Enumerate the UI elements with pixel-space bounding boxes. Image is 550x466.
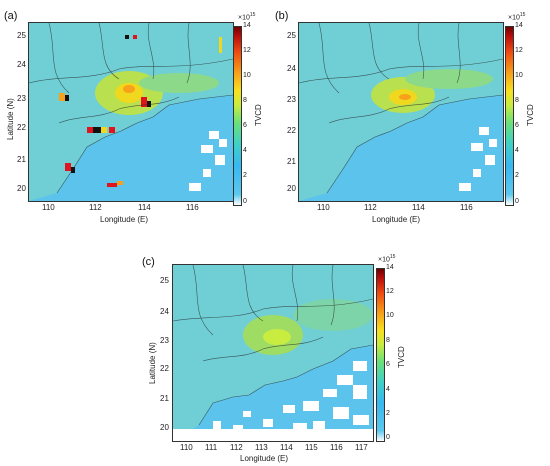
panel-c-colorbar-label: TVCD <box>397 346 406 368</box>
panel-c-ytick-23: 23 <box>160 336 169 345</box>
panel-b-cb-tick-6: 6 <box>515 122 519 129</box>
panel-b-ytick-21: 21 <box>287 157 296 166</box>
panel-b-xtick-114: 114 <box>412 203 425 212</box>
panel-a-cb-tick-8: 8 <box>243 97 247 104</box>
panel-a-ytick-21: 21 <box>17 155 26 164</box>
panel-b-ytick-24: 24 <box>287 64 296 73</box>
panel-a-colorbar <box>233 26 242 206</box>
panel-c-ytick-25: 25 <box>160 276 169 285</box>
panel-a-map <box>28 22 234 202</box>
panel-a-cb-tick-6: 6 <box>243 122 247 129</box>
panel-a-cb-tick-12: 12 <box>243 47 251 54</box>
panel-b-colorbar <box>505 26 514 206</box>
panel-a-ytick-24: 24 <box>17 60 26 69</box>
panel-b-map-svg <box>299 23 503 201</box>
panel-b-ytick-22: 22 <box>287 126 296 135</box>
panel-b-ytick-25: 25 <box>287 31 296 40</box>
panel-c-cb-tick-6: 6 <box>386 361 390 368</box>
panel-a-xtick-116: 116 <box>186 203 199 212</box>
panel-b-cb-tick-12: 12 <box>515 47 523 54</box>
panel-c-xtick-111: 111 <box>205 443 218 452</box>
panel-a-cb-tick-10: 10 <box>243 72 251 79</box>
panel-c-ytick-22: 22 <box>160 364 169 373</box>
panel-c-cb-tick-10: 10 <box>386 312 394 319</box>
panel-a-colorbar-exponent: ×1015 <box>238 12 256 22</box>
panel-a-cb-tick-4: 4 <box>243 147 247 154</box>
panel-c-xtick-110: 110 <box>180 443 193 452</box>
panel-b-colorbar-exponent: ×1015 <box>508 12 526 22</box>
panel-a-xlabel: Longitude (E) <box>100 215 149 224</box>
panel-b-label: (b) <box>275 10 289 22</box>
panel-a-cb-tick-2: 2 <box>243 172 247 179</box>
panel-a-label: (a) <box>4 10 18 22</box>
panel-c-colorbar <box>376 268 385 442</box>
panel-c-ylabel: Latitude (N) <box>148 342 157 384</box>
panel-c-cb-tick-8: 8 <box>386 337 390 344</box>
panel-c-label: (c) <box>142 256 155 268</box>
panel-b-xtick-112: 112 <box>364 203 377 212</box>
panel-a-ytick-22: 22 <box>17 123 26 132</box>
panel-b-map <box>298 22 504 202</box>
panel-a-ytick-25: 25 <box>17 31 26 40</box>
panel-b-cb-tick-0: 0 <box>515 198 519 205</box>
panel-b-cb-tick-10: 10 <box>515 72 523 79</box>
panel-b-ytick-23: 23 <box>287 95 296 104</box>
panel-a-cb-tick-14: 14 <box>243 22 251 29</box>
panel-c-xtick-113: 113 <box>255 443 268 452</box>
panel-c-cb-tick-12: 12 <box>386 288 394 295</box>
panel-a-ylabel: Latitude (N) <box>6 98 15 140</box>
panel-b-cb-tick-8: 8 <box>515 97 519 104</box>
panel-c-ytick-21: 21 <box>160 394 169 403</box>
panel-c-cb-tick-0: 0 <box>386 434 390 441</box>
panel-b-xtick-116: 116 <box>460 203 473 212</box>
panel-c-ytick-24: 24 <box>160 307 169 316</box>
panel-c-map-svg <box>173 265 373 441</box>
panel-c-colorbar-exponent: ×1015 <box>378 254 396 264</box>
panel-b-cb-tick-4: 4 <box>515 147 519 154</box>
panel-a-xtick-114: 114 <box>138 203 151 212</box>
panel-c-ytick-20: 20 <box>160 423 169 432</box>
panel-c-xtick-112: 112 <box>230 443 243 452</box>
panel-a-ytick-23: 23 <box>17 94 26 103</box>
panel-b-xlabel: Longitude (E) <box>372 215 421 224</box>
panel-c-xtick-114: 114 <box>280 443 293 452</box>
panel-a-map-svg <box>29 23 233 201</box>
panel-c-cb-tick-4: 4 <box>386 386 390 393</box>
panel-a-cb-tick-0: 0 <box>243 198 247 205</box>
panel-b-colorbar-label: TVCD <box>526 104 535 126</box>
panel-a-colorbar-label: TVCD <box>254 104 263 126</box>
panel-b-ytick-20: 20 <box>287 184 296 193</box>
panel-a-ytick-20: 20 <box>17 184 26 193</box>
panel-b-cb-tick-14: 14 <box>515 22 523 29</box>
panel-a-xtick-110: 110 <box>42 203 55 212</box>
panel-b-cb-tick-2: 2 <box>515 172 519 179</box>
panel-b-xtick-110: 110 <box>317 203 330 212</box>
panel-c-cb-tick-2: 2 <box>386 410 390 417</box>
panel-c-xtick-115: 115 <box>305 443 318 452</box>
panel-c-xtick-117: 117 <box>355 443 368 452</box>
panel-c-cb-tick-14: 14 <box>386 264 394 271</box>
panel-c-xlabel: Longitude (E) <box>240 454 289 463</box>
panel-a-xtick-112: 112 <box>89 203 102 212</box>
panel-c-map <box>172 264 374 442</box>
panel-c-xtick-116: 116 <box>330 443 343 452</box>
